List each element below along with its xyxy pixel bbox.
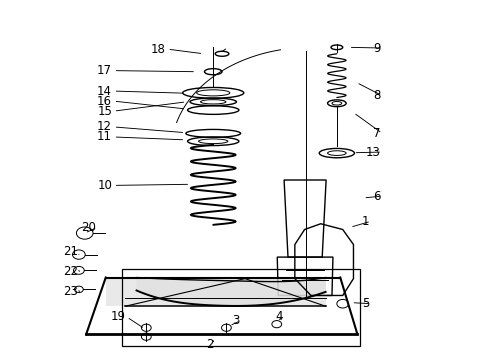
Text: 5: 5 [362,297,369,310]
Text: 22: 22 [63,265,78,278]
Polygon shape [106,278,326,306]
Text: 11: 11 [97,130,112,144]
Text: 6: 6 [373,190,381,203]
Text: 12: 12 [97,121,112,134]
Text: 23: 23 [63,285,78,298]
Polygon shape [137,278,326,306]
Text: 10: 10 [97,179,112,192]
Text: 13: 13 [366,145,381,158]
Text: 4: 4 [275,310,283,324]
Text: 21: 21 [63,245,78,258]
Text: 8: 8 [373,89,381,102]
Text: 19: 19 [110,310,125,324]
Text: 7: 7 [373,127,381,140]
Text: 16: 16 [97,95,112,108]
Text: 20: 20 [81,221,96,234]
Text: 15: 15 [97,105,112,118]
Text: 2: 2 [206,338,213,351]
Text: 3: 3 [232,314,239,327]
Text: 18: 18 [151,42,166,55]
Text: 14: 14 [97,85,112,98]
Bar [122,269,360,346]
Text: 1: 1 [362,215,369,228]
Text: 17: 17 [97,64,112,77]
Text: 9: 9 [373,41,381,54]
